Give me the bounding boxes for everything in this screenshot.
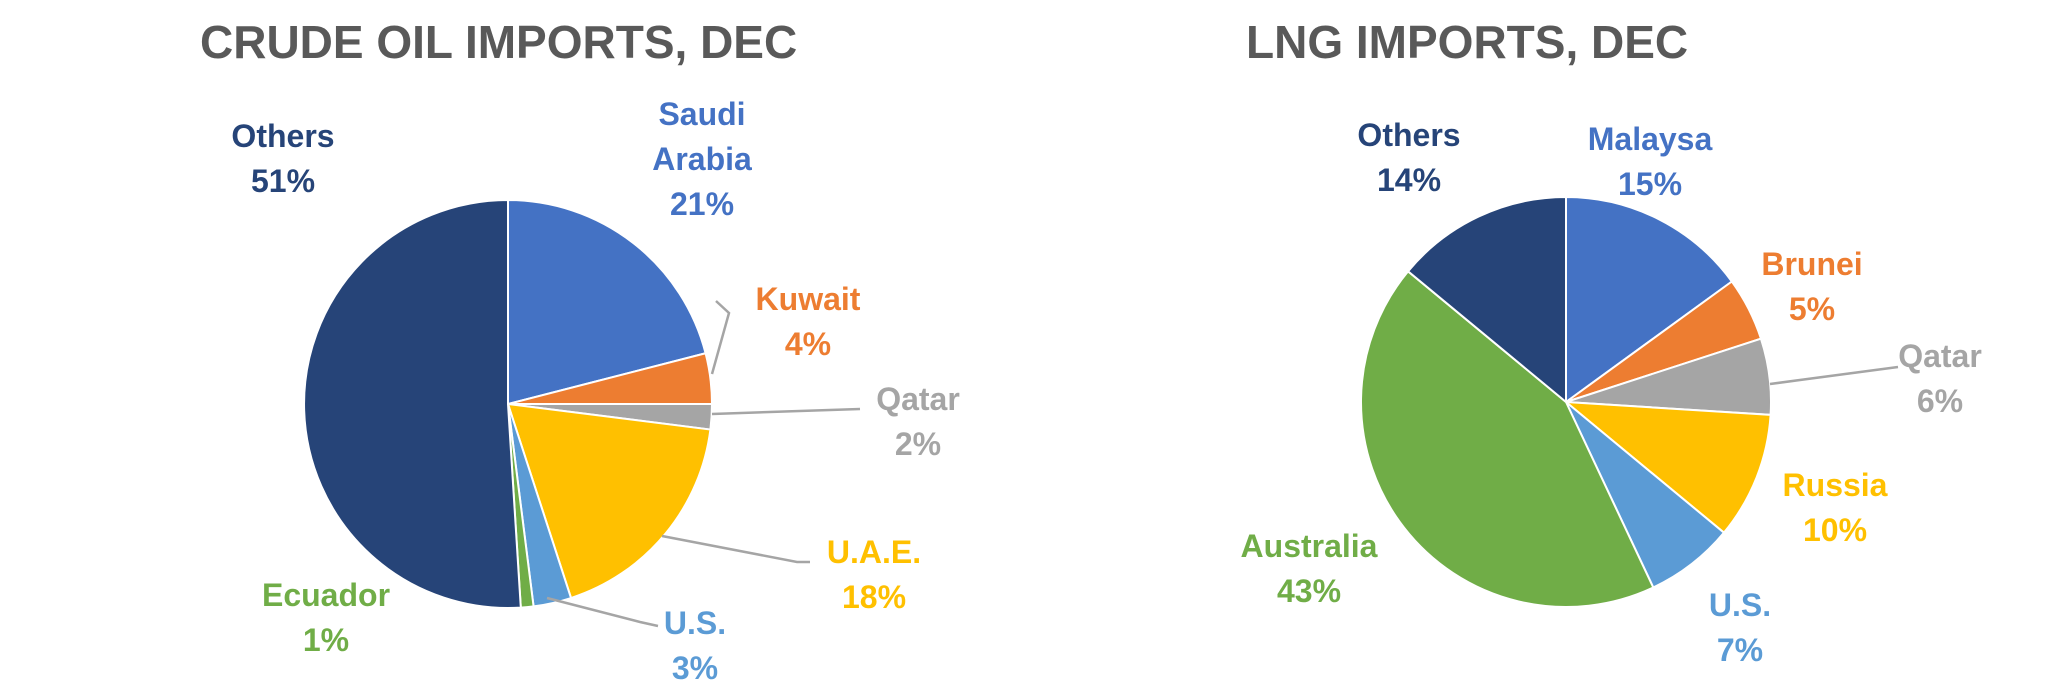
- pie-chart-1: CRUDE OIL IMPORTS, DEC Saudi Arabia 21% Kuwa…: [200, 16, 960, 686]
- pie-slice-u-a-e: [506, 402, 712, 600]
- slice-category-label: Qatar: [1898, 338, 1982, 374]
- slice-category-label: U.S.: [664, 605, 726, 641]
- slice-category-label: Others: [231, 118, 334, 154]
- leader-line: [711, 407, 861, 416]
- slice-value-label: 4%: [785, 326, 831, 362]
- pie-slice-saudi-arabia: [507, 198, 707, 406]
- slice-category-label: Arabia: [652, 141, 752, 177]
- slice-value-label: 5%: [1789, 291, 1835, 327]
- slice-value-label: 18%: [842, 579, 906, 615]
- slice-category-label: Ecuador: [262, 577, 390, 613]
- slice-category-label: Saudi: [658, 96, 745, 132]
- slice-category-label: Brunei: [1761, 246, 1862, 282]
- slice-value-label: 1%: [303, 622, 349, 658]
- pie-chart-2: LNG IMPORTS, DEC Malaysa 15% Brunei 5% Qatar 6…: [1241, 16, 1982, 668]
- pie-slice-russia: [1562, 400, 1772, 535]
- pie-slice-australia: [1359, 269, 1655, 608]
- slice-value-label: 43%: [1277, 573, 1341, 609]
- pie-slice-malaysa: [1565, 195, 1734, 404]
- slice-value-label: 21%: [670, 186, 734, 222]
- slice-value-label: 6%: [1917, 383, 1963, 419]
- slice-category-label: Others: [1357, 117, 1460, 153]
- pie-slice-others: [1406, 195, 1567, 405]
- slice-category-label: Malaysa: [1588, 121, 1713, 157]
- slice-category-label: Australia: [1241, 528, 1378, 564]
- slice-value-label: 2%: [895, 426, 941, 462]
- leader-line: [546, 596, 659, 628]
- slice-value-label: 3%: [672, 650, 718, 686]
- chart-title: LNG IMPORTS, DEC: [1246, 16, 1688, 68]
- slice-category-label: Russia: [1783, 467, 1888, 503]
- leader-line: [661, 534, 810, 564]
- slice-category-label: Qatar: [876, 381, 960, 417]
- slice-value-label: 7%: [1717, 632, 1763, 668]
- leader-line: [710, 300, 731, 375]
- slice-category-label: U.A.E.: [827, 534, 921, 570]
- slice-category-label: U.S.: [1709, 587, 1771, 623]
- slice-value-label: 10%: [1803, 512, 1867, 548]
- chart-title: CRUDE OIL IMPORTS, DEC: [200, 16, 797, 68]
- slice-value-label: 14%: [1377, 162, 1441, 198]
- pie-slice-others: [303, 198, 522, 609]
- slice-value-label: 15%: [1618, 166, 1682, 202]
- slice-category-label: Kuwait: [756, 281, 861, 317]
- slice-value-label: 51%: [251, 163, 315, 199]
- leader-line: [1769, 365, 1899, 386]
